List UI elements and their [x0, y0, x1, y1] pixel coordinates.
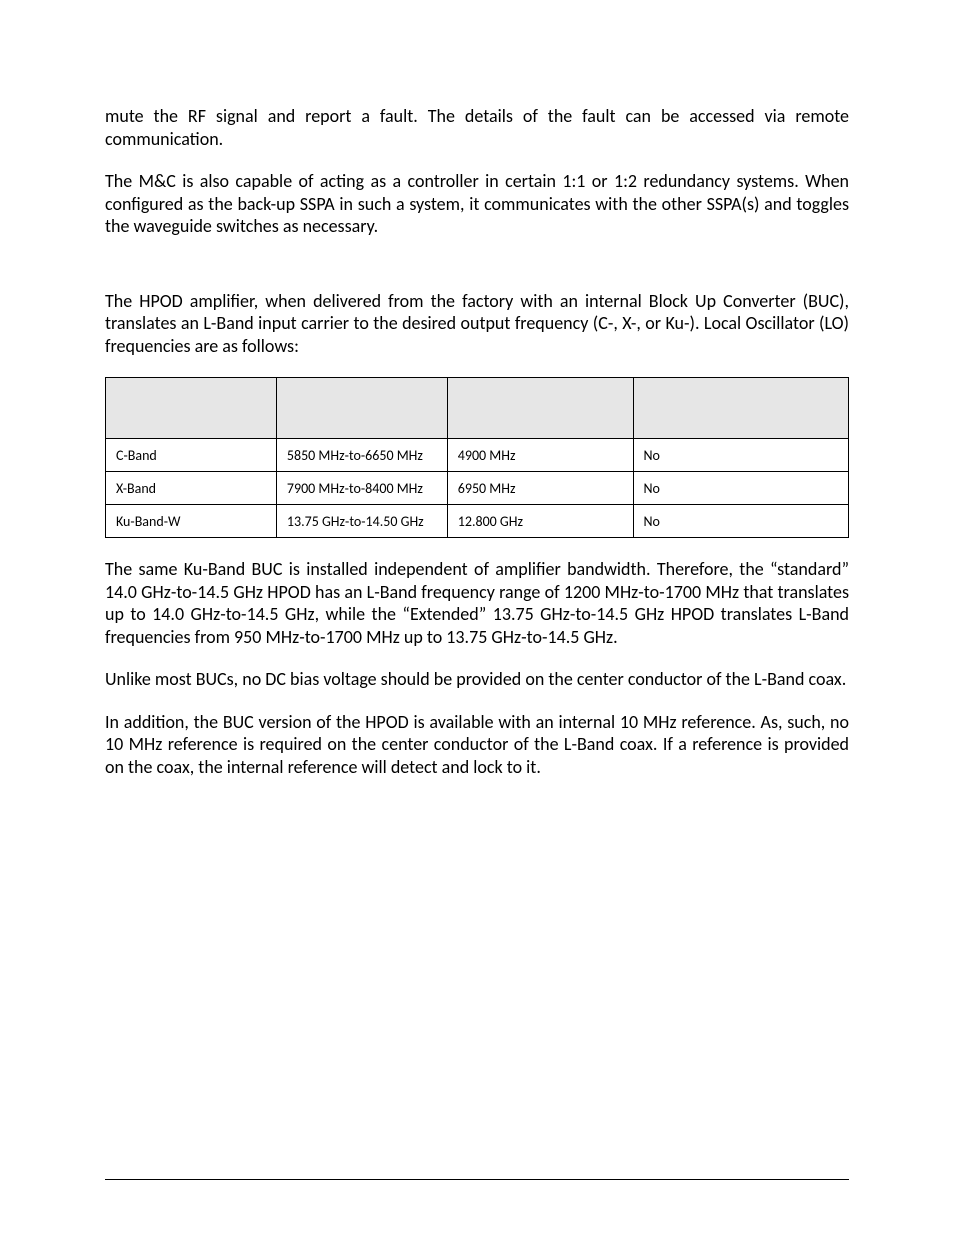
cell-output: 13.75 GHz-to-14.50 GHz [276, 505, 447, 538]
cell-inv: No [633, 439, 849, 472]
paragraph-intro-fault: mute the RF signal and report a fault. T… [105, 105, 849, 150]
cell-lo: 6950 MHz [447, 472, 633, 505]
table-body: C-Band 5850 MHz-to-6650 MHz 4900 MHz No … [106, 439, 849, 538]
th-lo [447, 378, 633, 409]
table-row: Ku-Band-W 13.75 GHz-to-14.50 GHz 12.800 … [106, 505, 849, 538]
document-page: mute the RF signal and report a fault. T… [0, 0, 954, 1235]
th-output-2 [276, 408, 447, 439]
cell-band: C-Band [106, 439, 277, 472]
cell-band: X-Band [106, 472, 277, 505]
cell-output: 7900 MHz-to-8400 MHz [276, 472, 447, 505]
th-band-2 [106, 408, 277, 439]
cell-lo: 12.800 GHz [447, 505, 633, 538]
th-inv-2 [633, 408, 849, 439]
th-lo-2 [447, 408, 633, 439]
cell-lo: 4900 MHz [447, 439, 633, 472]
paragraph-mc-controller: The M&C is also capable of acting as a c… [105, 170, 849, 238]
table-row: C-Band 5850 MHz-to-6650 MHz 4900 MHz No [106, 439, 849, 472]
paragraph-10mhz-ref: In addition, the BUC version of the HPOD… [105, 711, 849, 779]
paragraph-hpod-intro: The HPOD amplifier, when delivered from … [105, 290, 849, 358]
cell-inv: No [633, 505, 849, 538]
th-band [106, 378, 277, 409]
paragraph-ku-band-buc: The same Ku-Band BUC is installed indepe… [105, 558, 849, 648]
section-spacer [105, 258, 849, 290]
cell-band: Ku-Band-W [106, 505, 277, 538]
cell-output: 5850 MHz-to-6650 MHz [276, 439, 447, 472]
th-inv [633, 378, 849, 409]
footer-rule [105, 1179, 849, 1180]
cell-inv: No [633, 472, 849, 505]
th-output [276, 378, 447, 409]
paragraph-dc-bias: Unlike most BUCs, no DC bias voltage sho… [105, 668, 849, 691]
table-row: X-Band 7900 MHz-to-8400 MHz 6950 MHz No [106, 472, 849, 505]
frequency-table: C-Band 5850 MHz-to-6650 MHz 4900 MHz No … [105, 377, 849, 538]
table-header [106, 378, 849, 439]
